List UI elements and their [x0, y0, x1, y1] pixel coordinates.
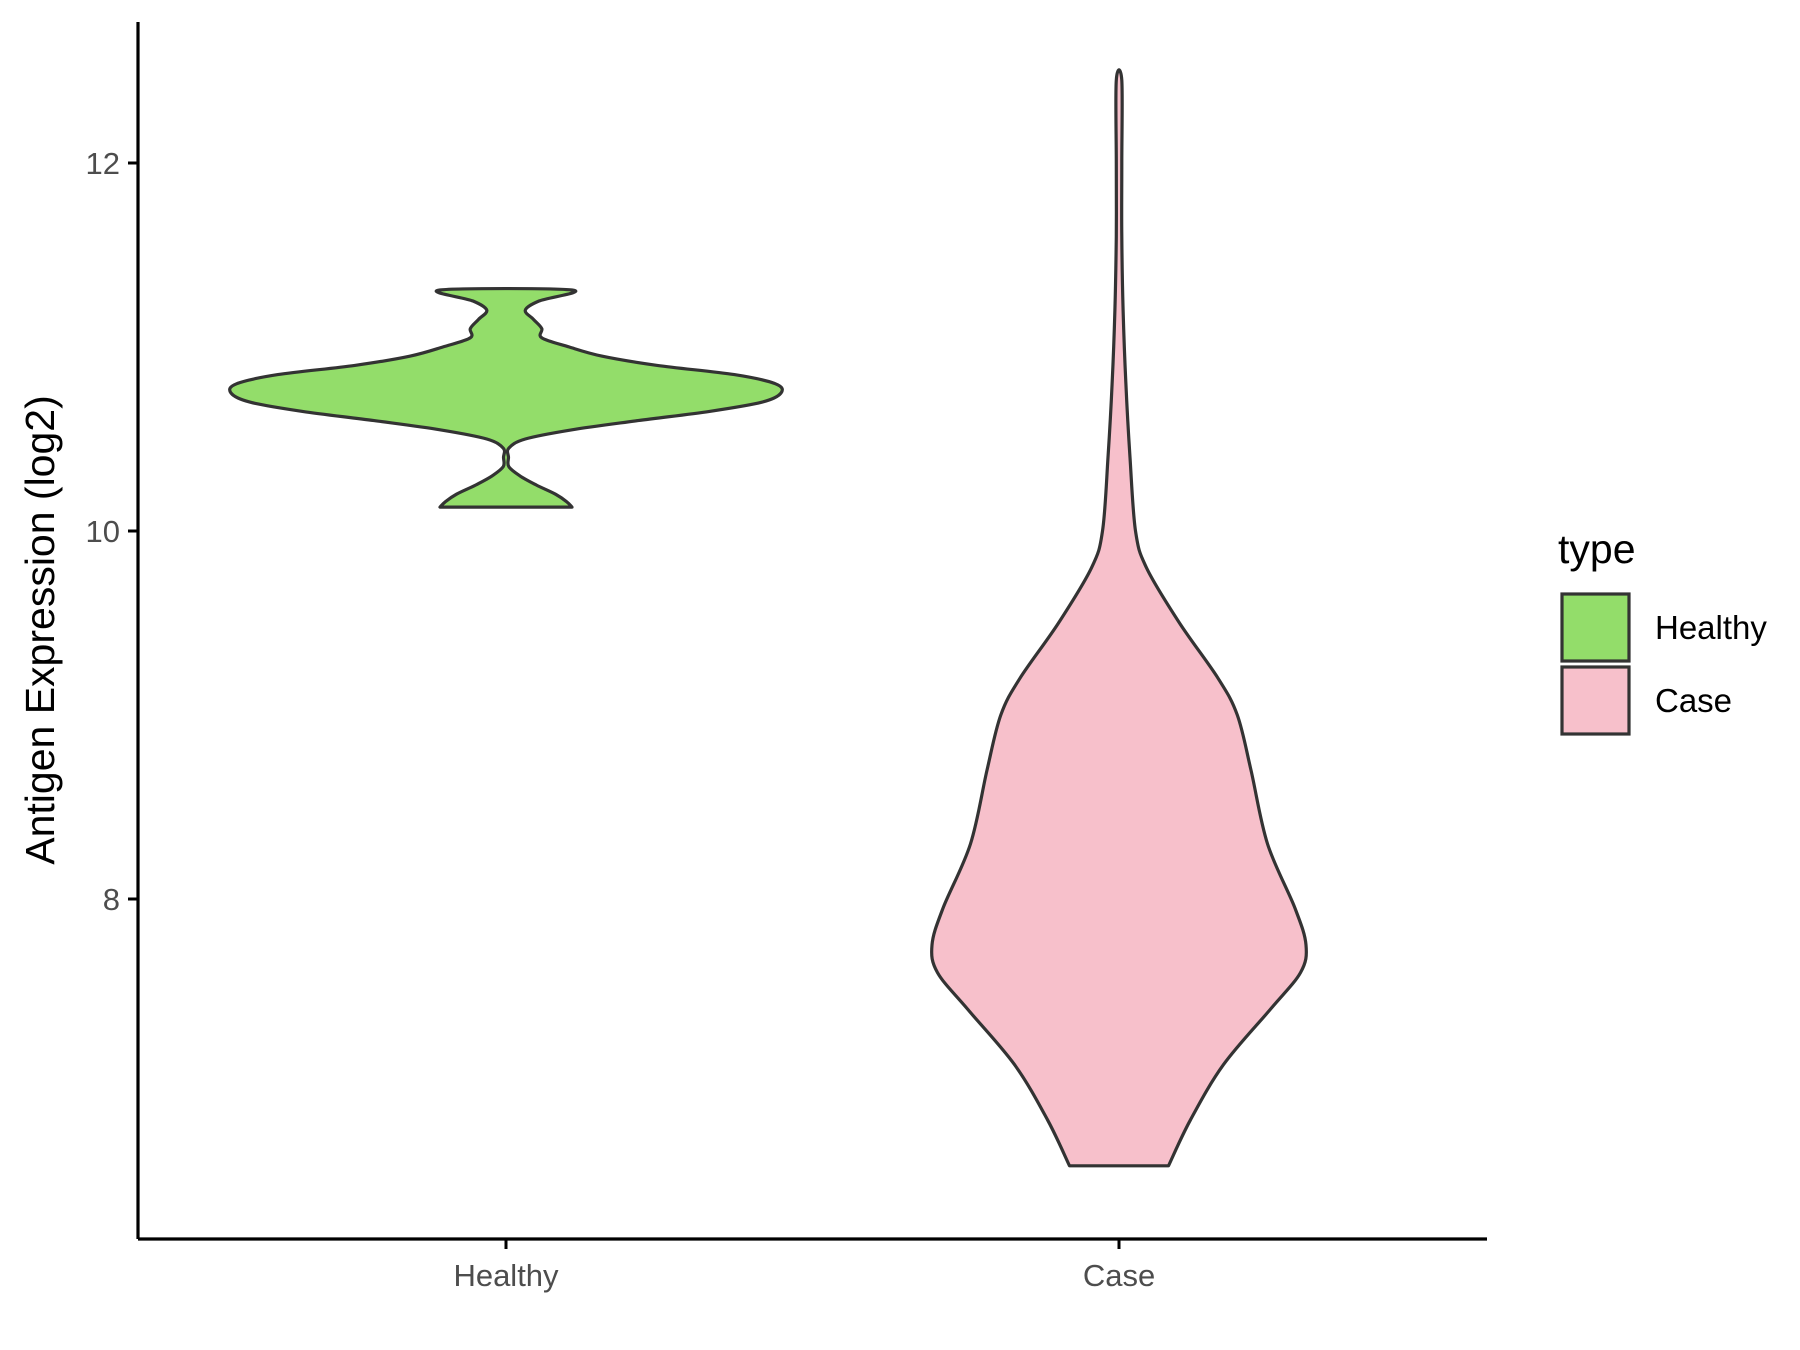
x-tick-label: Case [1083, 1258, 1155, 1293]
y-axis-title: Antigen Expression (log2) [17, 395, 63, 864]
legend-label-case: Case [1655, 682, 1732, 719]
x-tick-label: Healthy [453, 1258, 559, 1293]
y-axis-ticks: 8 10 12 [86, 146, 138, 917]
legend-swatch-healthy [1560, 592, 1631, 663]
violin-case [930, 68, 1308, 1168]
y-tick-label: 8 [103, 882, 120, 917]
violin-layer [228, 68, 1308, 1168]
legend-swatch-case [1560, 665, 1631, 736]
y-tick-label: 10 [86, 514, 120, 549]
legend-label-healthy: Healthy [1655, 609, 1767, 646]
x-axis-ticks: Healthy Case [453, 1239, 1155, 1293]
legend: type Healthy Case [1558, 526, 1767, 736]
violin-healthy [228, 286, 784, 509]
y-tick-label: 12 [86, 146, 120, 181]
legend-title: type [1558, 526, 1636, 572]
